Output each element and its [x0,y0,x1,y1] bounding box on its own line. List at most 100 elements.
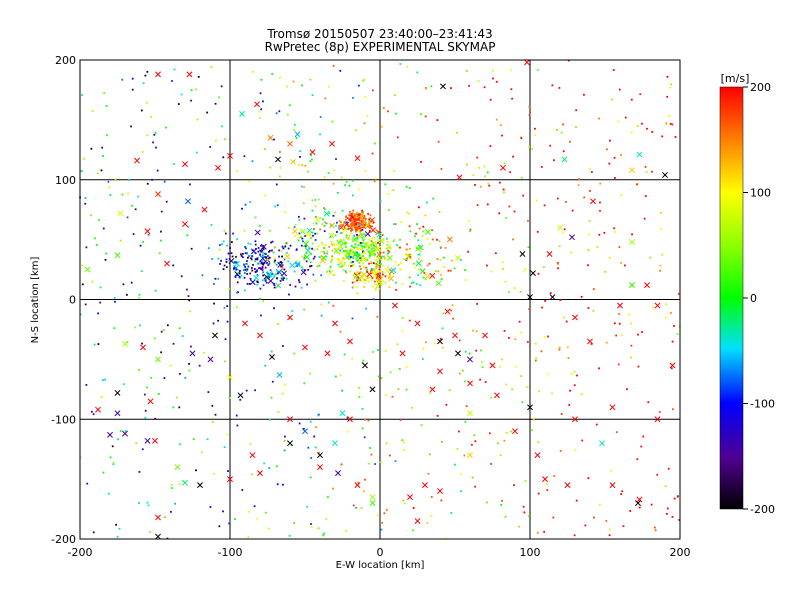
data-point-dot [273,286,276,289]
data-point-dot [401,329,404,332]
data-point-dot [598,117,601,120]
data-point-dot [575,109,578,112]
data-point-dot [304,245,307,248]
data-point-dot [371,237,374,240]
data-point-dot [276,277,278,280]
data-point-dot [440,440,443,443]
data-point-dot [654,529,657,532]
data-point-dot [244,203,247,206]
data-point-dot [513,287,516,290]
data-point-dot [298,281,301,284]
data-point-dot [449,269,452,272]
data-point-dot [211,258,214,260]
data-point-dot [417,239,420,242]
data-point-dot [159,239,162,242]
data-point-dot [135,442,138,444]
data-point-dot [504,280,507,283]
data-point-dot [372,250,375,252]
data-point-dot [560,413,563,415]
data-point-x [95,406,101,413]
data-point-dot [276,270,279,273]
data-point-dot [545,483,548,485]
data-point-dot [355,225,358,228]
data-point-x [186,71,193,78]
data-point-dot [347,430,350,433]
data-point-dot [453,267,456,270]
data-point-dot [384,275,387,278]
data-point-dot [673,325,676,327]
data-point-dot [243,272,246,274]
data-point-dot [357,233,360,236]
data-point-dot [512,155,514,158]
data-point-dot [350,261,353,264]
data-point-dot [352,96,354,99]
data-point-dot [629,322,632,325]
data-point-dot [630,356,632,359]
data-point-dot [435,270,437,272]
data-point-dot [644,165,647,168]
data-point-dot [522,194,525,197]
data-point-dot [357,481,359,484]
data-point-dot [301,237,304,240]
data-point-dot [80,170,83,173]
data-point-dot [353,224,356,226]
data-point-dot [536,531,539,534]
data-point-dot [276,483,279,486]
data-point-dot [372,285,374,288]
data-point-x [276,371,283,378]
data-point-dot [355,506,358,509]
data-point-dot [560,131,563,134]
data-point-dot [651,170,653,173]
data-point-x [189,350,196,357]
data-point-x [155,71,161,78]
data-point-dot [659,228,662,231]
data-point-x [287,440,293,447]
data-point-dot [618,322,621,325]
data-point-dot [514,365,517,368]
data-point-dot [260,108,263,111]
data-point-dot [259,287,262,290]
data-point-dot [211,421,214,423]
data-point-dot [611,98,613,101]
data-point-dot [273,282,275,285]
data-point-dot [557,262,560,265]
data-point-dot [257,250,260,253]
data-point-dot [405,185,408,188]
chart-subtitle: RwPretec (8p) EXPERIMENTAL SKYMAP [265,40,496,54]
data-point-dot [190,247,193,250]
data-point-dot [118,527,121,530]
data-point-dot [349,249,351,252]
data-point-dot [553,475,556,477]
data-point-dot [341,247,344,250]
data-point-dot [567,59,570,62]
data-point-dot [608,528,611,531]
data-point-dot [352,260,354,263]
data-point-dot [430,85,433,88]
data-point-dot [359,259,362,262]
data-point-dot [369,214,372,217]
data-point-dot [294,285,297,288]
data-point-dot [613,177,616,179]
data-point-dot [243,276,246,279]
data-point-dot [356,217,358,220]
data-point-dot [331,256,334,259]
data-point-x [654,416,661,423]
data-point-dot [340,176,343,179]
data-point-x [114,252,121,259]
data-point-x [354,482,361,489]
data-point-dot [81,283,84,286]
data-point-dot [568,404,571,406]
data-point-dot [236,238,239,241]
data-point-dot [190,99,193,102]
data-point-dot [365,225,368,228]
data-point-dot [621,334,623,337]
data-point-dot [141,151,144,153]
data-point-dot [357,259,360,262]
data-point-dot [514,338,517,341]
data-point-dot [323,224,326,227]
data-point-dot [138,471,141,473]
data-point-dot [215,139,217,142]
data-point-dot [386,243,389,246]
data-point-dot [157,392,160,395]
data-point-dot [310,252,312,255]
